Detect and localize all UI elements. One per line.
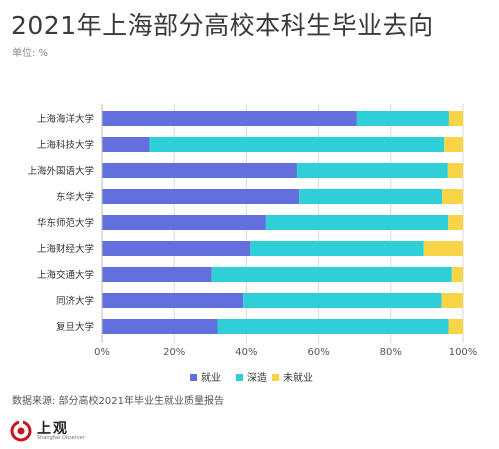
y-category-label: 华东师范大学 xyxy=(37,217,94,229)
legend-swatch xyxy=(190,374,197,381)
y-category-label: 上海外国语大学 xyxy=(27,165,94,177)
x-tick-label: 40% xyxy=(235,347,257,358)
x-tick-label: 0% xyxy=(94,347,110,358)
bar-segment xyxy=(444,137,463,152)
y-category-label: 东华大学 xyxy=(56,191,94,203)
bar-segment xyxy=(102,267,212,282)
bar-segment xyxy=(102,293,244,308)
bar-segment xyxy=(243,293,442,308)
bar-segment xyxy=(211,267,452,282)
x-tick-label: 20% xyxy=(163,347,185,358)
bar-segment xyxy=(102,215,266,230)
y-category-label: 上海交通大学 xyxy=(37,269,94,281)
x-tick-label: 100% xyxy=(449,347,478,358)
bar-segment xyxy=(265,215,449,230)
bar-segment xyxy=(217,319,449,334)
legend-swatch xyxy=(236,374,243,381)
logo-text: 上观 xyxy=(37,421,69,437)
y-category-label: 上海科技大学 xyxy=(37,139,94,151)
logo-icon xyxy=(10,420,32,442)
legend-label: 深造 xyxy=(247,371,267,384)
bar-segment xyxy=(102,111,357,126)
legend-label: 未就业 xyxy=(283,371,313,384)
bar-segment xyxy=(296,163,448,178)
bar-segment xyxy=(423,241,463,256)
data-source: 数据来源: 部分高校2021年毕业生就业质量报告 xyxy=(12,396,224,407)
bar-segment xyxy=(448,111,463,126)
bar-segment xyxy=(447,163,463,178)
bar-segment xyxy=(442,189,463,204)
bar-segment xyxy=(149,137,445,152)
legend-label: 就业 xyxy=(201,371,221,384)
bar-segment xyxy=(299,189,443,204)
logo-subtext: Shanghai Observer xyxy=(37,435,85,441)
bar-segment xyxy=(102,163,297,178)
x-tick-label: 60% xyxy=(307,347,329,358)
bar-segment xyxy=(250,241,424,256)
logo: 上观 Shanghai Observer xyxy=(10,420,120,446)
x-tick-label: 80% xyxy=(380,347,402,358)
legend-swatch xyxy=(272,374,279,381)
bar-segment xyxy=(441,293,463,308)
bar-segment xyxy=(448,215,463,230)
chart-title: 2021年上海部分高校本科生毕业去向 xyxy=(11,11,434,40)
y-category-label: 同济大学 xyxy=(56,295,94,307)
bar-segment xyxy=(102,241,251,256)
y-category-label: 上海财经大学 xyxy=(37,243,94,255)
y-category-label: 上海海洋大学 xyxy=(37,113,94,125)
bar-segment xyxy=(356,111,449,126)
y-category-label: 复旦大学 xyxy=(56,321,94,333)
unit-label: 单位: % xyxy=(12,48,49,59)
bar-segment xyxy=(102,137,150,152)
bar-segment xyxy=(102,319,218,334)
bar-segment xyxy=(451,267,463,282)
bar-segment xyxy=(102,189,300,204)
bar-segment xyxy=(448,319,463,334)
